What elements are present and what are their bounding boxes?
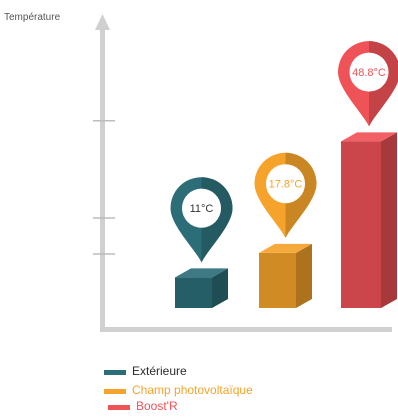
value-pin-2: 17.8°C xyxy=(254,152,317,238)
value-label-1: 11°C xyxy=(190,203,214,215)
bar-1-side xyxy=(212,268,228,308)
bar-2-front xyxy=(259,252,296,308)
pin-inner-circle xyxy=(181,188,222,228)
bar-1 xyxy=(175,268,228,308)
bar-3-top xyxy=(341,132,397,142)
value-label-2: 17.8°C xyxy=(269,179,303,191)
legend-label: Champ photovoltaïque xyxy=(132,383,253,397)
y-axis: Température xyxy=(4,12,110,331)
y-axis-arrow-icon xyxy=(95,14,110,30)
bar-2-top xyxy=(259,243,312,253)
x-axis-line xyxy=(100,327,392,332)
value-pins: 11°C 17.8°C 48.8°C xyxy=(170,41,398,263)
bar-1-top xyxy=(175,268,228,278)
bar-1-front xyxy=(175,277,212,308)
legend-item-3: Boost'R xyxy=(108,399,178,413)
bar-3 xyxy=(341,132,397,308)
bars xyxy=(175,132,397,308)
bar-2 xyxy=(259,243,312,308)
value-pin-3: 48.8°C xyxy=(338,41,398,127)
y-axis-line xyxy=(100,28,105,331)
legend-label: Boost'R xyxy=(136,399,178,413)
legend-swatch xyxy=(104,389,126,394)
y-axis-ticks xyxy=(93,120,115,255)
legend-item-1: Extérieure xyxy=(104,364,187,378)
pin-inner-circle xyxy=(265,164,306,204)
legend: Extérieure Champ photovoltaïque Boost'R xyxy=(104,364,253,413)
bar-3-front xyxy=(341,141,381,308)
legend-label: Extérieure xyxy=(132,364,187,378)
legend-swatch xyxy=(104,370,126,375)
value-pin-1: 11°C xyxy=(170,177,233,263)
value-label-3: 48.8°C xyxy=(352,67,386,79)
bar-2-side xyxy=(296,243,312,308)
legend-item-2: Champ photovoltaïque xyxy=(104,383,253,397)
pin-inner-circle xyxy=(349,52,389,92)
y-axis-label: Température xyxy=(4,12,61,23)
legend-swatch xyxy=(108,405,130,410)
bar-3-side xyxy=(381,132,397,308)
